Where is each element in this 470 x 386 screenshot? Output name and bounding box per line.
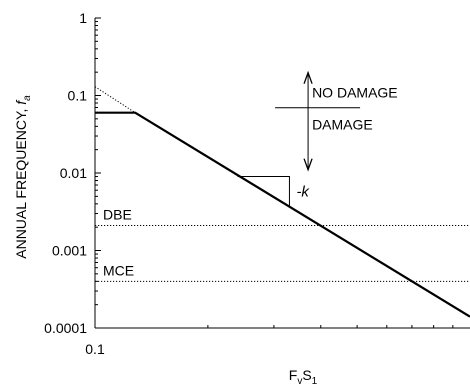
- y-axis-label: ANNUAL FREQUENCY, fa: [13, 95, 33, 259]
- y-tick-label: 0.001: [52, 243, 87, 259]
- y-axis-label-part: a: [22, 95, 33, 101]
- y-axis-label-part: ANNUAL FREQUENCY,: [13, 105, 29, 259]
- damage-label: DAMAGE: [312, 117, 373, 133]
- reference-label-dbe: DBE: [103, 207, 132, 223]
- y-tick-label: 1: [79, 10, 87, 26]
- x-axis-label-part: F: [289, 367, 298, 383]
- extrapolation-dotted-line: [94, 86, 136, 114]
- x-axis-label-part: S: [302, 367, 311, 383]
- arrow-up-icon: [303, 70, 313, 84]
- y-tick-label: 0.0001: [44, 320, 87, 336]
- arrow-down-icon: [303, 158, 313, 172]
- y-tick-label: 0.1: [68, 88, 88, 104]
- x-tick-label: 0.1: [85, 341, 105, 357]
- x-axis-label-part: 1: [312, 376, 318, 386]
- y-tick-label: 0.01: [60, 165, 87, 181]
- slope-triangle: [237, 176, 290, 207]
- x-axis-label: FvS1: [289, 367, 318, 386]
- x-axis-label-part: v: [297, 376, 302, 386]
- hazard-curve-line: [95, 111, 470, 318]
- slope-label: -k: [296, 184, 310, 201]
- no-damage-label: NO DAMAGE: [312, 85, 398, 101]
- reference-label-mce: MCE: [103, 262, 134, 278]
- y-axis-label-part: f: [13, 99, 29, 105]
